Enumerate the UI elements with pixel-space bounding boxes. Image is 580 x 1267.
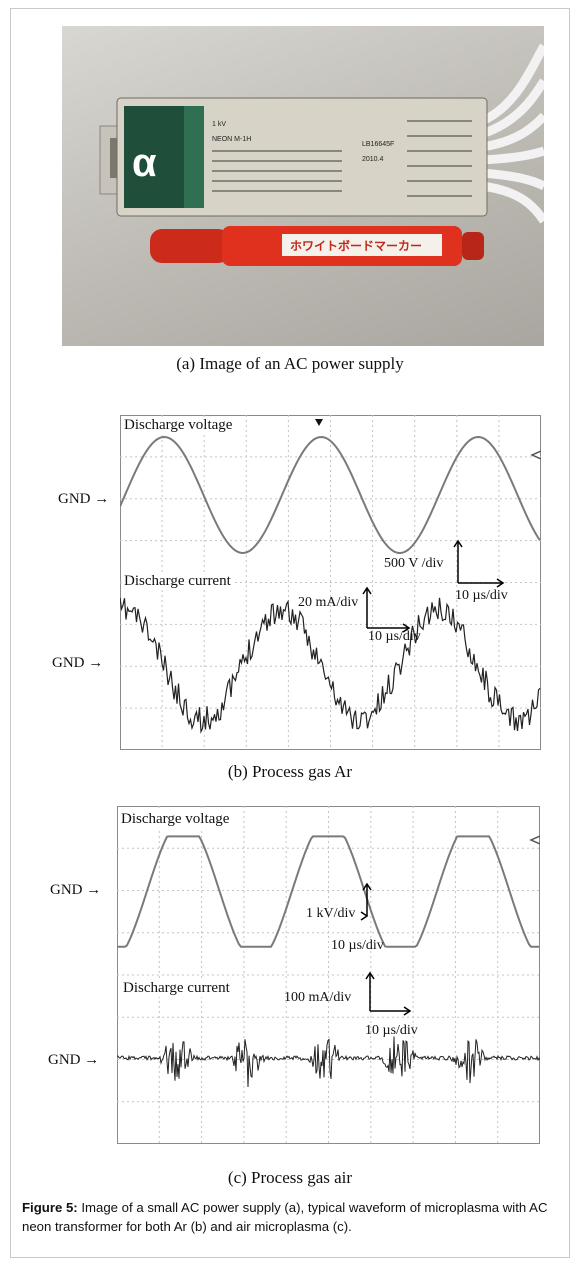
current-scale-arrows [365,971,412,1016]
panel-b-voltage-scale: 500 V /div [384,556,444,571]
scale-arrowhead-up [453,539,463,548]
device-logo: α [132,141,157,185]
figure-caption: Figure 5: Image of a small AC power supp… [22,1198,562,1236]
panel-c-current-time-scale: 10 µs/div [365,1023,418,1038]
device-brand: NEON M-1H [212,136,251,143]
figure-frame [10,8,570,1258]
marker-label: ホワイトボードマーカー [290,238,422,253]
panel-c-current-label: Discharge current [121,980,232,997]
scale-arrowhead-right [360,911,369,921]
device-rating: 1 kV [212,121,226,128]
panel-b-voltage-label: Discharge voltage [122,417,235,434]
panel-b-current-scale: 20 mA/div [298,595,359,610]
level-marker [530,450,541,460]
voltage-scale-arrows [453,539,505,588]
device-serial: LB16645F [362,141,394,148]
voltage-trace [120,435,541,555]
voltage-scale-arrow [360,882,372,921]
panel-b-gnd-current: GND → [52,655,104,671]
panel-c-caption: (c) Process gas air [227,1168,353,1187]
panel-b-gnd-voltage: GND → [58,491,110,507]
panel-a-caption: (a) Image of an AC power supply [176,354,404,373]
oscilloscope-panel-c [117,806,540,1144]
scale-arrowhead-up [362,882,372,891]
trigger-marker [315,419,323,426]
device-date: 2010.4 [362,156,384,163]
panel-c-voltage-scale: 1 kV/div [306,906,356,921]
level-marker [529,835,540,845]
figure-caption-text: Image of a small AC power supply (a), ty… [22,1200,548,1234]
figure-caption-label: Figure 5: [22,1200,78,1215]
panel-c-gnd-current: GND → [48,1052,100,1068]
panel-c-gnd-voltage: GND → [50,882,102,898]
scale-arrowhead-up [362,586,372,595]
scale-arrowhead-up [365,971,375,980]
scope-grid [120,415,541,750]
current-trace [117,1036,540,1088]
voltage-trace [117,835,539,948]
panel-c-voltage-time-scale: 10 µs/div [331,938,384,953]
current-trace [120,597,541,734]
scale-arrowhead-right [403,1006,412,1016]
power-supply-photo: α 1 kV NEON M-1H LB16645F 2010.4 ホワイトボード… [62,26,544,346]
scale-arrowhead-right [402,623,411,633]
scope-grid [117,806,540,1144]
panel-b-current-label: Discharge current [122,573,233,590]
current-scale-arrows [362,586,411,633]
panel-b-caption: (b) Process gas Ar [227,762,353,781]
panel-c-current-scale: 100 mA/div [284,990,352,1005]
panel-b-current-time-scale: 10 µs/div [368,629,421,644]
scale-arrowhead-right [496,578,505,588]
panel-c-voltage-label: Discharge voltage [119,811,232,828]
panel-b-voltage-time-scale: 10 µs/div [455,588,508,603]
